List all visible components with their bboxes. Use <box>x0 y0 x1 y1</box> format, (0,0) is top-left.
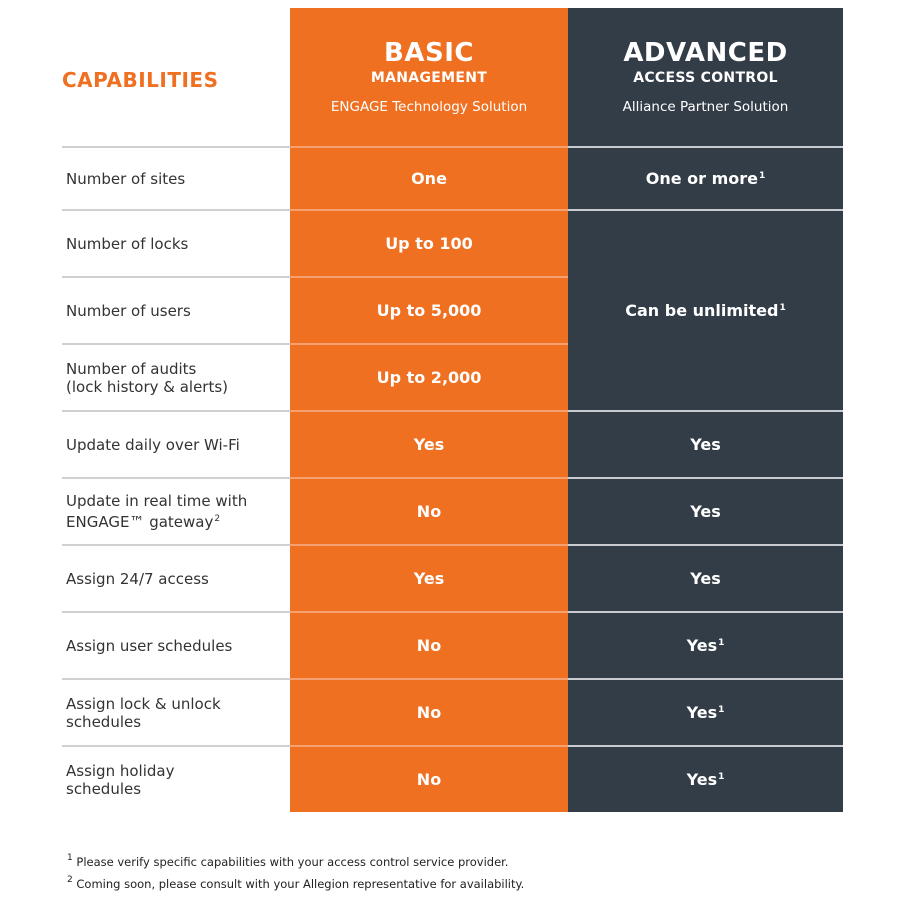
capability-label: Number of users <box>62 276 290 344</box>
table-row: Assign user schedules No Yes1 <box>62 611 843 679</box>
superscript: 1 <box>759 171 766 181</box>
capabilities-table: CAPABILITIES BASIC MANAGEMENT ENGAGE Tec… <box>62 8 843 812</box>
capabilities-heading: CAPABILITIES <box>62 68 219 92</box>
table-row: Number of audits (lock history & alerts) U… <box>62 343 843 411</box>
basic-solution: ENGAGE Technology Solution <box>330 98 528 115</box>
advanced-title: ADVANCED <box>623 37 788 68</box>
capability-label: Update daily over Wi-Fi <box>62 410 290 478</box>
capability-label: Number of locks <box>62 209 290 277</box>
advanced-value: Can be unlimited1 <box>568 209 843 411</box>
advanced-value: Yes1 <box>568 611 843 679</box>
advanced-value: One or more1 <box>568 146 843 210</box>
footnote-text: Coming soon, please consult with your Al… <box>76 877 525 891</box>
basic-value: Up to 5,000 <box>290 276 568 344</box>
table-row: Assign holiday schedules No Yes1 <box>62 745 843 812</box>
superscript: 2 <box>214 514 221 524</box>
advanced-value: Yes <box>568 544 843 612</box>
advanced-value: Yes <box>568 410 843 478</box>
advanced-value: Yes1 <box>568 745 843 812</box>
basic-value: Yes <box>290 410 568 478</box>
superscript: 1 <box>779 303 786 313</box>
capability-label: Number of audits (lock history & alerts) <box>62 343 290 411</box>
basic-value: No <box>290 611 568 679</box>
table-row: Assign 24/7 access Yes Yes <box>62 544 843 612</box>
table-row: Number of users Up to 5,000 <box>62 276 843 344</box>
footnote-mark: 2 <box>67 875 73 885</box>
table-row: Update in real time with ENGAGE™ gateway2… <box>62 477 843 545</box>
table-row: Number of sites One One or more1 <box>62 146 843 210</box>
basic-value: Up to 100 <box>290 209 568 277</box>
basic-title: BASIC <box>384 37 474 68</box>
footnote-1: 1 Please verify specific capabilities wi… <box>66 853 508 869</box>
header-row: CAPABILITIES BASIC MANAGEMENT ENGAGE Tec… <box>62 8 843 147</box>
table-row: Assign lock & unlock schedules No Yes1 <box>62 678 843 746</box>
basic-subtitle: MANAGEMENT <box>370 69 488 86</box>
footnote-2: 2 Coming soon, please consult with your … <box>66 875 524 891</box>
table-row: Number of locks Up to 100 Can be unlimited… <box>62 209 843 411</box>
basic-value: No <box>290 745 568 812</box>
basic-header: BASIC MANAGEMENT ENGAGE Technology Solut… <box>290 8 568 147</box>
advanced-subtitle: ACCESS CONTROL <box>633 69 778 86</box>
superscript: 1 <box>718 638 725 648</box>
capability-label: Assign user schedules <box>62 611 290 679</box>
capability-label: Assign holiday schedules <box>62 745 290 812</box>
basic-value: No <box>290 678 568 746</box>
capability-label: Update in real time with ENGAGE™ gateway2 <box>62 477 290 545</box>
basic-value: Yes <box>290 544 568 612</box>
footnote-text: Please verify specific capabilities with… <box>76 855 509 869</box>
advanced-value: Yes <box>568 477 843 545</box>
capability-label: Number of sites <box>62 146 290 210</box>
capability-label: Assign 24/7 access <box>62 544 290 612</box>
basic-value: One <box>290 146 568 210</box>
capability-label: Assign lock & unlock schedules <box>62 678 290 746</box>
basic-value: Up to 2,000 <box>290 343 568 411</box>
advanced-value: Yes1 <box>568 678 843 746</box>
advanced-solution: Alliance Partner Solution <box>622 98 789 115</box>
superscript: 1 <box>718 772 725 782</box>
table-row: Update daily over Wi-Fi Yes Yes <box>62 410 843 478</box>
superscript: 1 <box>718 705 725 715</box>
footnote-mark: 1 <box>67 853 73 863</box>
advanced-header: ADVANCED ACCESS CONTROL Alliance Partner… <box>568 8 843 147</box>
basic-value: No <box>290 477 568 545</box>
